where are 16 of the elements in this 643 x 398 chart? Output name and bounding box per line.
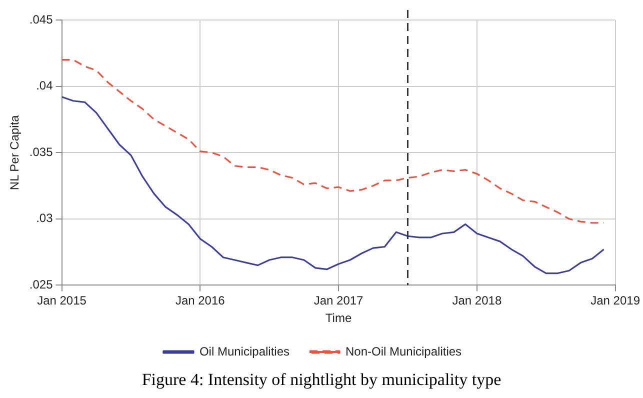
caption: Figure 4: Intensity of nightlight by municipality type	[140, 370, 502, 390]
x-tick-label: Jan 2016	[175, 294, 226, 308]
y-axis-title: NL Per Capita	[8, 114, 22, 190]
legend-label: Oil Municipalities	[199, 344, 290, 358]
y-tick-label: .04	[36, 78, 54, 93]
x-tick-label: Jan 2018	[452, 294, 502, 308]
y-tick-label: .03	[36, 211, 54, 226]
x-tick-label: Jan 2019	[590, 294, 640, 308]
legend-label: Non-Oil Municipalities	[345, 344, 462, 358]
y-tick-label: .045	[29, 12, 54, 26]
y-tick-label: .025	[29, 278, 54, 292]
line-series	[62, 58, 605, 224]
x-tick-label: Jan 2015	[37, 294, 87, 308]
y-tick-label: .035	[29, 144, 54, 159]
x-tick-label: Jan 2017	[314, 294, 364, 308]
x-axis-title: Time	[325, 311, 352, 326]
